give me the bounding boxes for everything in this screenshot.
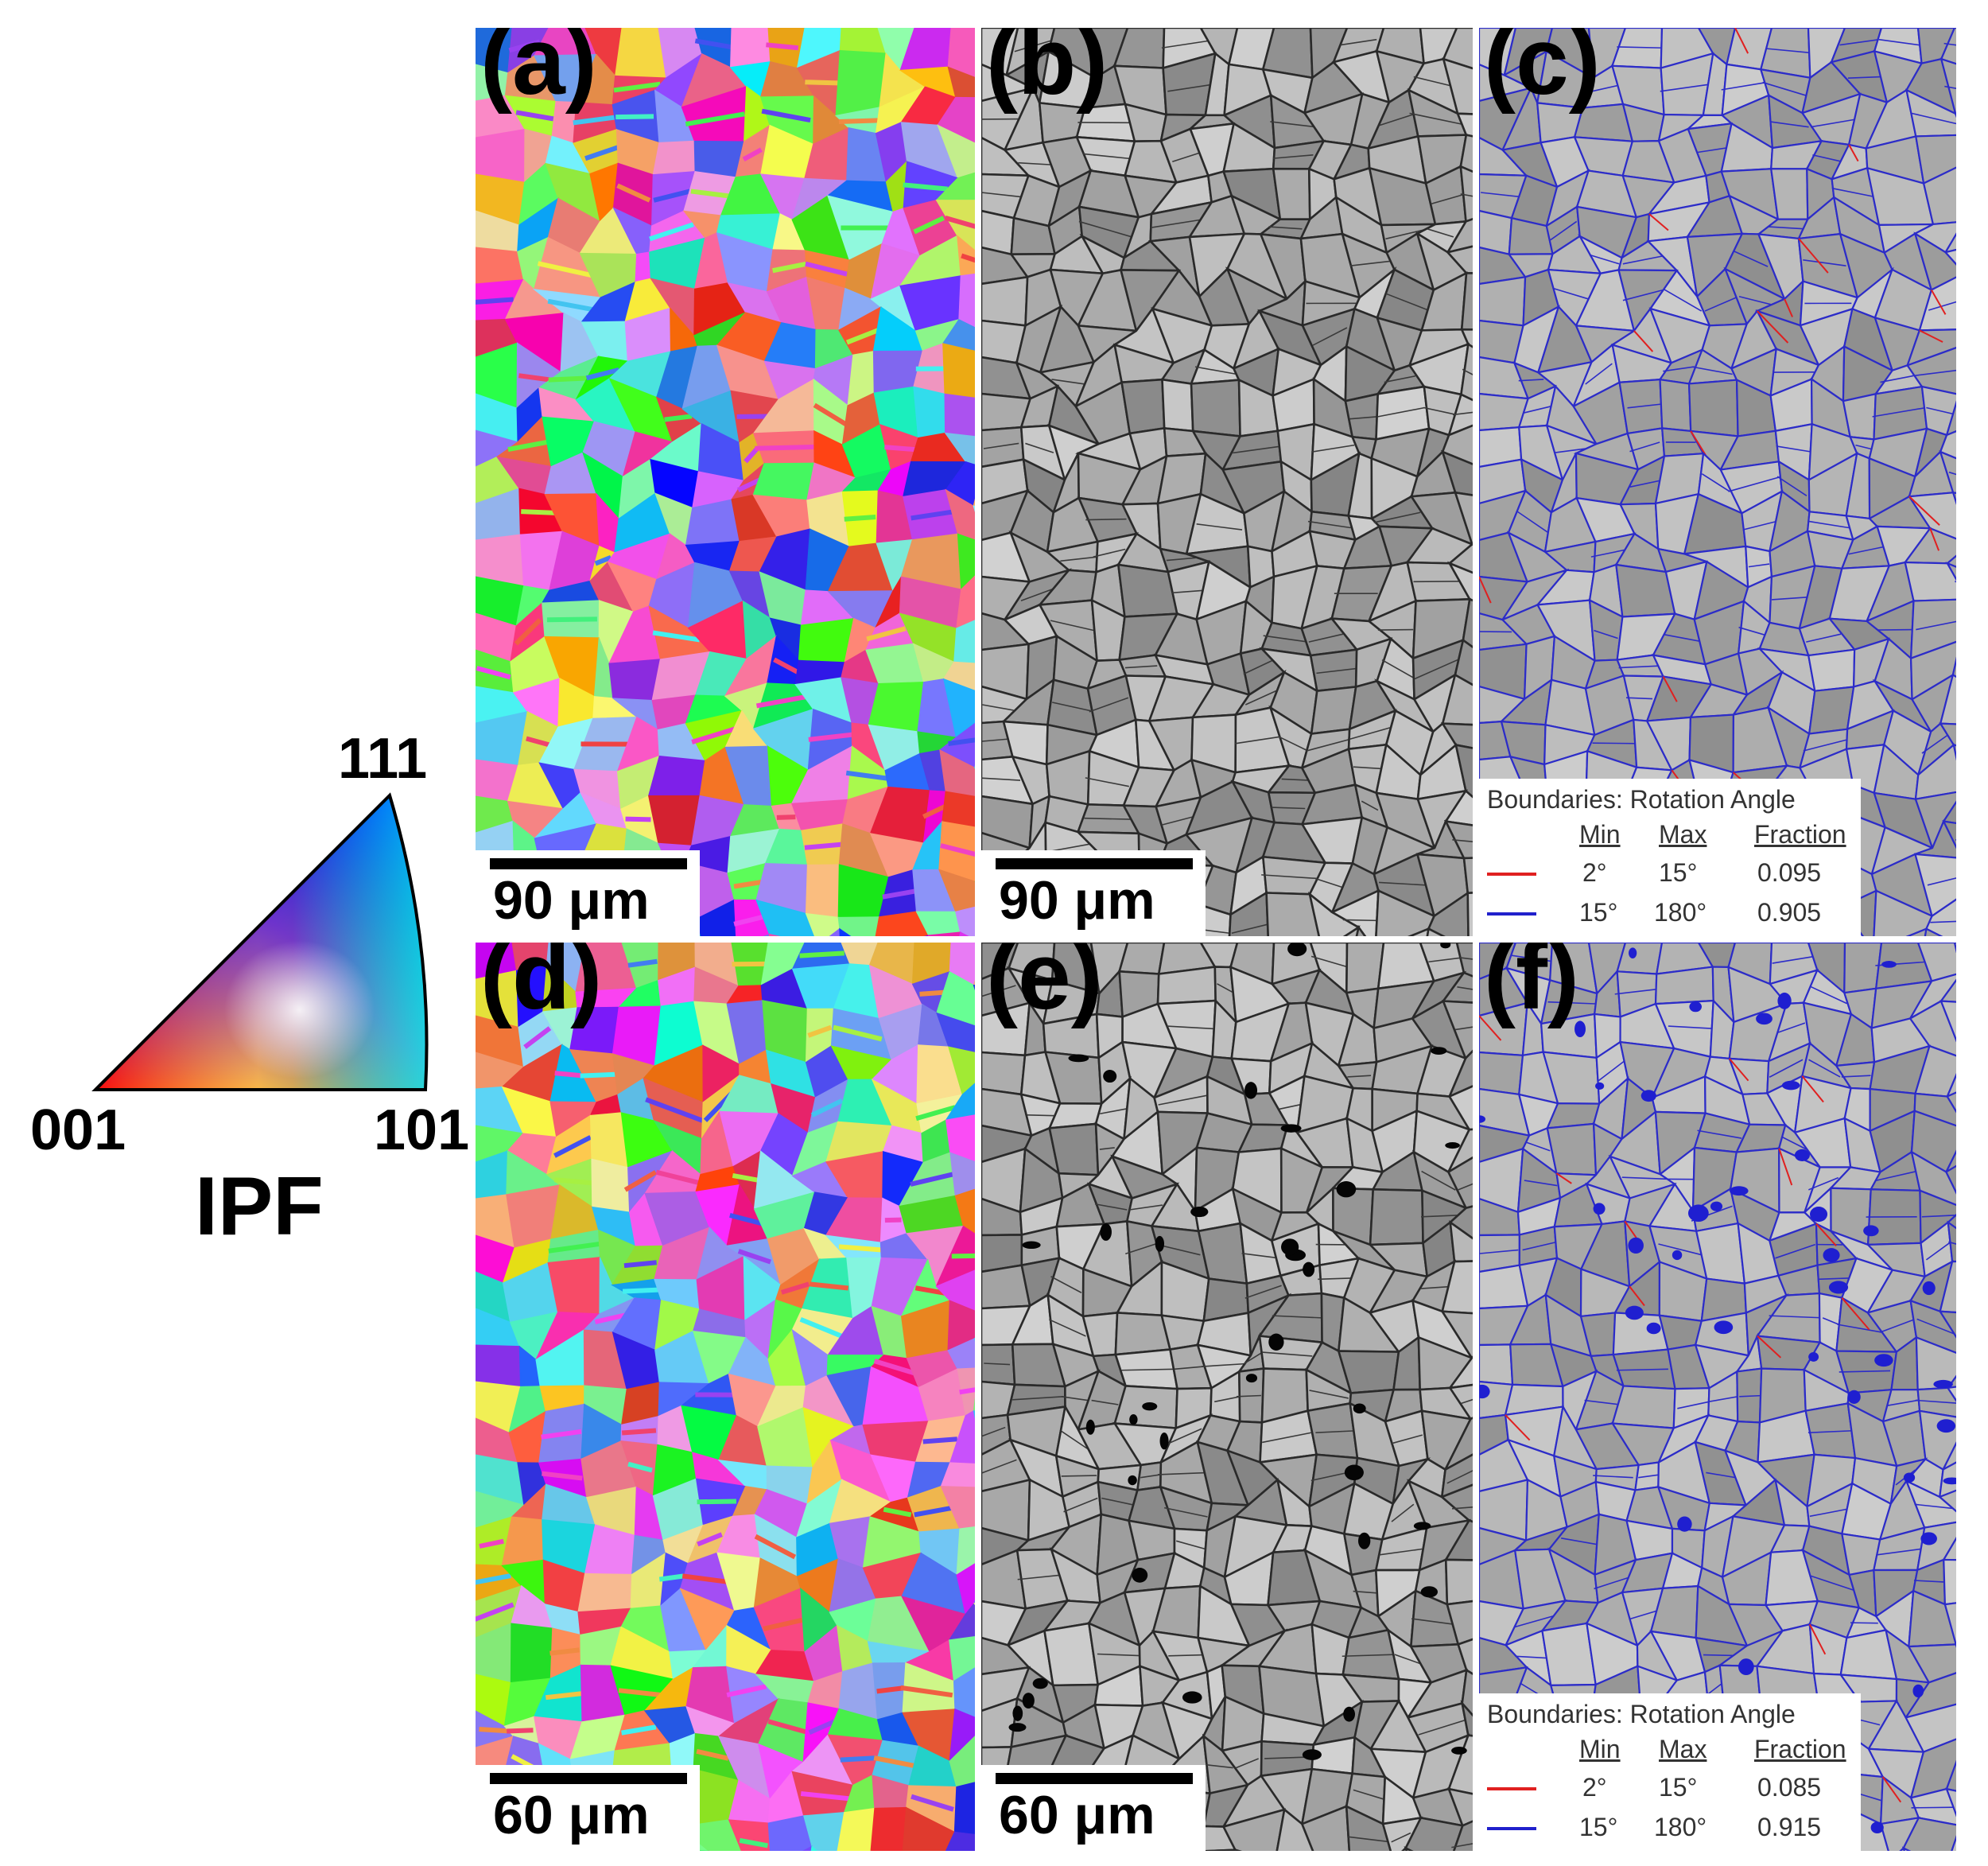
legend-title: Boundaries: Rotation Angle [1487, 1700, 1796, 1728]
boundary-legend: Boundaries: Rotation Angle Min Max Fract… [1479, 1693, 1861, 1851]
legend-line-low-angle [1487, 1787, 1536, 1790]
scale-bar: 60 μm [476, 1765, 700, 1851]
legend-fraction-low: 0.095 [1757, 858, 1822, 887]
panel-e: (e) 60 μm [981, 943, 1473, 1851]
panel-label: (d) [480, 943, 603, 1029]
band-contrast-map [981, 28, 1473, 936]
scale-bar-label: 90 μm [493, 870, 650, 931]
ipf-corner-001: 001 [30, 1098, 126, 1162]
legend-line-low-angle [1487, 873, 1536, 876]
scale-bar-line [996, 1773, 1193, 1784]
panel-a: (a) 90 μm [476, 28, 975, 936]
scale-bar-line [996, 858, 1193, 869]
legend-fraction-high: 0.905 [1757, 898, 1822, 927]
ipf-orientation-map [476, 28, 975, 936]
legend-fraction-high: 0.915 [1757, 1813, 1822, 1841]
legend-fraction-low: 0.085 [1757, 1773, 1822, 1802]
ipf-corner-111: 111 [338, 727, 428, 791]
ipf-triangle [91, 792, 429, 1091]
panel-d: (d) 60 μm [476, 943, 975, 1851]
ipf-caption: IPF [195, 1160, 324, 1253]
panel-c: (c) Boundaries: Rotation Angle Min Max F… [1479, 28, 1956, 936]
panel-label: (b) [986, 28, 1109, 115]
legend-header-max: Max [1659, 1735, 1707, 1763]
legend-max-high: 180° [1654, 1813, 1707, 1841]
legend-min-low: 2° [1582, 1773, 1607, 1802]
legend-title: Boundaries: Rotation Angle [1487, 785, 1796, 814]
ipf-orientation-map [476, 943, 975, 1851]
scale-bar: 90 μm [476, 850, 700, 936]
legend-min-low: 2° [1582, 858, 1607, 887]
scale-bar-line [490, 1773, 687, 1784]
band-contrast-map [981, 943, 1473, 1851]
legend-max-low: 15° [1659, 858, 1698, 887]
panel-b: (b) 90 μm [981, 28, 1473, 936]
panel-label: (f) [1484, 943, 1579, 1029]
scale-bar-line [490, 858, 687, 869]
panel-f: (f) Boundaries: Rotation Angle Min Max F… [1479, 943, 1956, 1851]
legend-min-high: 15° [1579, 898, 1618, 927]
legend-max-high: 180° [1654, 898, 1707, 927]
legend-line-high-angle [1487, 912, 1536, 916]
panel-label: (e) [986, 943, 1103, 1029]
legend-header-min: Min [1579, 820, 1621, 849]
scale-bar: 60 μm [981, 1765, 1206, 1851]
panel-label: (a) [480, 28, 597, 115]
scale-bar: 90 μm [981, 850, 1206, 936]
legend-line-high-angle [1487, 1827, 1536, 1830]
legend-header-max: Max [1659, 820, 1707, 849]
ipf-corner-101: 101 [374, 1098, 470, 1162]
legend-max-low: 15° [1659, 1773, 1698, 1802]
panel-label: (c) [1484, 28, 1601, 115]
legend-header-fraction: Fraction [1754, 1735, 1846, 1763]
legend-min-high: 15° [1579, 1813, 1618, 1841]
scale-bar-label: 90 μm [999, 870, 1155, 931]
boundary-legend: Boundaries: Rotation Angle Min Max Fract… [1479, 779, 1861, 936]
legend-header-min: Min [1579, 1735, 1621, 1763]
scale-bar-label: 60 μm [999, 1785, 1155, 1845]
grain-boundary-map [1479, 943, 1956, 1851]
legend-header-fraction: Fraction [1754, 820, 1846, 849]
scale-bar-label: 60 μm [493, 1785, 650, 1845]
